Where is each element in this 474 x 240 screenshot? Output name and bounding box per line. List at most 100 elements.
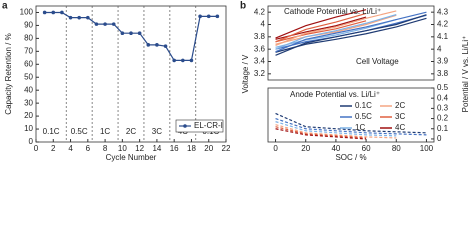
x-tick-label: 14 <box>152 144 161 153</box>
plot-frame <box>267 87 435 143</box>
series-line <box>275 126 367 139</box>
plot-frame <box>267 5 435 81</box>
series-line <box>275 17 427 53</box>
y-axis-title: Capacity Retention / % <box>4 33 13 114</box>
series-line <box>275 128 367 140</box>
x-tick-label: 12 <box>135 144 144 153</box>
y-tick-label: 0 <box>29 137 34 146</box>
series-line <box>275 18 397 48</box>
x-tick-label: 2 <box>51 144 56 153</box>
series-line <box>275 14 397 50</box>
data-point <box>60 10 64 15</box>
series-line <box>275 12 367 43</box>
series-line <box>275 9 367 39</box>
x-tick-label: 20 <box>204 144 213 153</box>
y2-tick-label: 0.2 <box>437 114 449 123</box>
x-tick-label: 10 <box>118 144 127 153</box>
data-point <box>103 22 107 26</box>
y2-tick-label: 4.1 <box>437 32 449 41</box>
x-tick-label: 4 <box>68 144 73 153</box>
x-tick-label: 6 <box>86 144 91 153</box>
x-axis-title: SOC / % <box>335 153 366 162</box>
data-point <box>206 14 211 19</box>
y2-tick-label: 0 <box>437 134 442 143</box>
legend-box <box>175 119 224 133</box>
rate-label: 0.1C <box>43 127 60 136</box>
legend-marker <box>183 124 187 128</box>
data-point <box>215 14 220 19</box>
rate-label: 2C <box>126 127 136 136</box>
data-point <box>129 31 133 35</box>
data-point <box>42 10 47 15</box>
data-point <box>111 22 116 26</box>
rate-label: 3C <box>152 127 162 136</box>
y-tick-label: 80 <box>24 33 33 42</box>
y-tick-label: 4 <box>261 20 266 29</box>
y-tick-label: 40 <box>24 85 33 94</box>
y-tick-label: 3.4 <box>254 57 266 66</box>
y2-tick-label: 0.4 <box>437 93 449 102</box>
y-tick-label: 10 <box>24 124 33 133</box>
y-tick-label: 70 <box>24 46 33 55</box>
series-line <box>275 20 367 43</box>
legend-label: EL-CR-I <box>194 121 223 130</box>
legend-label: 4C <box>395 123 405 132</box>
y-tick-label: 30 <box>24 98 33 107</box>
y-tick-label: 60 <box>24 59 33 68</box>
x-tick-label: 8 <box>103 144 108 153</box>
panel-label: b <box>240 1 246 12</box>
data-point <box>137 31 142 35</box>
y-tick-label: 3.8 <box>254 32 266 41</box>
y-tick-label: 3.2 <box>254 69 266 78</box>
series-line <box>275 11 427 53</box>
y2-axis-title: Potential / V vs. Li/Li⁺ <box>461 36 470 113</box>
page: 0 10 20 30 40 50 60 70 80 90 100 0 2 4 6 8 10 12 14 16 18 20 2… <box>2 0 471 163</box>
plot-frame <box>35 5 227 143</box>
y-tick-label: 90 <box>24 21 33 30</box>
data-point <box>146 43 151 47</box>
series-line <box>275 112 427 134</box>
x-tick-label: 16 <box>170 144 179 153</box>
data-point <box>198 14 202 19</box>
y-tick-label: 20 <box>24 111 33 120</box>
rate-label: 0.5C <box>71 127 88 136</box>
x-tick-label: 18 <box>187 144 196 153</box>
data-point <box>68 15 73 20</box>
x-tick-label: 22 <box>222 144 231 153</box>
series-line <box>275 121 397 137</box>
y2-tick-label: 0.1 <box>437 124 449 133</box>
legend-label: 3C <box>395 112 405 121</box>
x-tick-label: 100 <box>420 144 434 153</box>
series-line <box>44 11 218 61</box>
y2-tick-label: 4.3 <box>437 7 449 16</box>
legend-label: 2C <box>395 101 405 110</box>
series-line <box>275 14 397 45</box>
y2-tick-label: 3.9 <box>437 57 449 66</box>
data-point <box>51 10 56 15</box>
x-tick-label: 0 <box>273 144 278 153</box>
y-tick-label: 3.6 <box>254 44 266 53</box>
x-axis-title: Cycle Number <box>106 153 157 162</box>
rate-label: 1C <box>100 127 110 136</box>
y2-tick-label: 3.8 <box>437 69 449 78</box>
y-axis-title: Voltage / V <box>241 54 250 93</box>
panel-label: a <box>2 1 8 12</box>
y2-tick-label: 0.5 <box>437 83 449 92</box>
data-point <box>172 58 176 63</box>
legend-label: 1C <box>355 123 365 132</box>
y-tick-label: 50 <box>24 72 33 81</box>
series-line <box>275 117 427 136</box>
annotation: Cathode Potential vs. Li/Li⁺ <box>284 7 381 16</box>
data-point <box>163 44 168 48</box>
legend-label: 0.1C <box>355 101 372 110</box>
data-point <box>189 58 194 63</box>
x-tick-label: 40 <box>331 144 340 153</box>
series-line <box>275 14 427 56</box>
y2-tick-label: 0.3 <box>437 103 449 112</box>
series-line <box>275 124 397 139</box>
x-tick-label: 20 <box>301 144 310 153</box>
legend-label: 0.5C <box>355 112 372 121</box>
data-point <box>77 15 81 20</box>
x-tick-label: 0 <box>34 144 39 153</box>
